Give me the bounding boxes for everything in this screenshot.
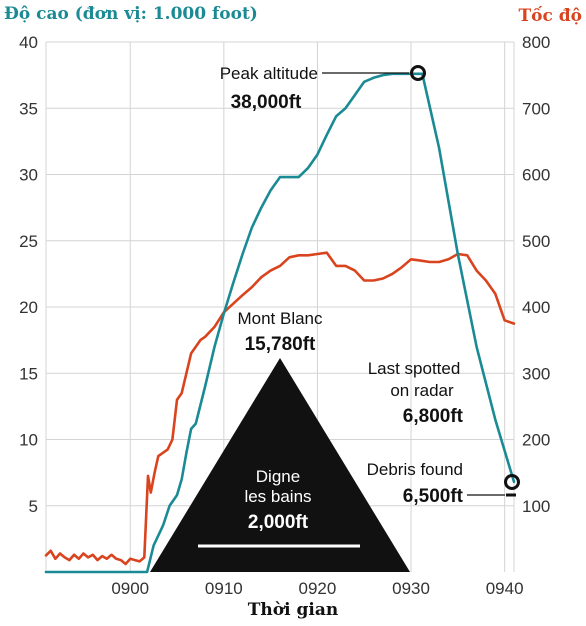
speed-series-line: [44, 251, 516, 566]
x-axis-title: Thời gian: [247, 600, 339, 620]
altitude-series-line: [44, 72, 516, 574]
radar-label-1: Last spotted: [368, 359, 461, 378]
digne-label-1: Digne: [256, 467, 300, 486]
y-right-tick-label: 200: [522, 431, 550, 450]
y-left-tick-label: 35: [19, 99, 38, 118]
y-right-tick-label: 600: [522, 166, 550, 185]
y-right-tick-label: 800: [522, 33, 550, 52]
digne-label-2: les bains: [244, 487, 311, 506]
y-right-tick-label: 400: [522, 298, 550, 317]
x-tick-label: 0910: [205, 579, 243, 598]
y-right-tick-label: 300: [522, 364, 550, 383]
radar-marker: [504, 474, 520, 490]
y-right-tick-label: 100: [522, 497, 550, 516]
right-axis-title: Tốc độ: [518, 6, 582, 26]
y-left-tick-label: 5: [29, 497, 38, 516]
y-left-tick-label: 30: [19, 166, 38, 185]
mont-blanc-value: 15,780ft: [245, 334, 316, 355]
y-left-tick-label: 25: [19, 232, 38, 251]
x-tick-label: 0930: [392, 579, 430, 598]
mont-blanc-mountain: [150, 358, 410, 572]
debris-value: 6,500ft: [403, 486, 464, 507]
peak-marker: [410, 65, 426, 81]
y-left-tick-label: 40: [19, 33, 38, 52]
x-tick-label: 0900: [111, 579, 149, 598]
left-axis-title: Độ cao (đơn vị: 1.000 foot): [4, 4, 258, 24]
mont-blanc-label: Mont Blanc: [237, 309, 323, 328]
y-right-tick-label: 700: [522, 99, 550, 118]
radar-value: 6,800ft: [403, 406, 464, 427]
debris-label: Debris found: [367, 460, 463, 479]
peak-label: Peak altitude: [220, 64, 318, 83]
x-tick-label: 0920: [299, 579, 337, 598]
y-left-tick-label: 20: [19, 298, 38, 317]
radar-label-2: on radar: [390, 381, 454, 400]
y-left-tick-label: 10: [19, 431, 38, 450]
digne-value: 2,000ft: [248, 512, 309, 533]
y-right-tick-label: 500: [522, 232, 550, 251]
y-left-tick-label: 15: [19, 364, 38, 383]
peak-value: 38,000ft: [231, 92, 302, 113]
x-tick-label: 0940: [486, 579, 524, 598]
